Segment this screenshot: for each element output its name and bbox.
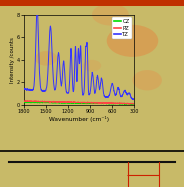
Ellipse shape: [107, 25, 158, 57]
Ellipse shape: [83, 60, 101, 71]
Ellipse shape: [35, 51, 57, 66]
FancyBboxPatch shape: [0, 0, 184, 6]
Y-axis label: Intensity /counts: Intensity /counts: [10, 37, 15, 83]
X-axis label: Wavenumber (cm⁻¹): Wavenumber (cm⁻¹): [49, 116, 109, 122]
Ellipse shape: [92, 4, 129, 25]
Legend: CZ, PZ, TZ: CZ, PZ, TZ: [112, 17, 132, 39]
Ellipse shape: [132, 70, 162, 91]
